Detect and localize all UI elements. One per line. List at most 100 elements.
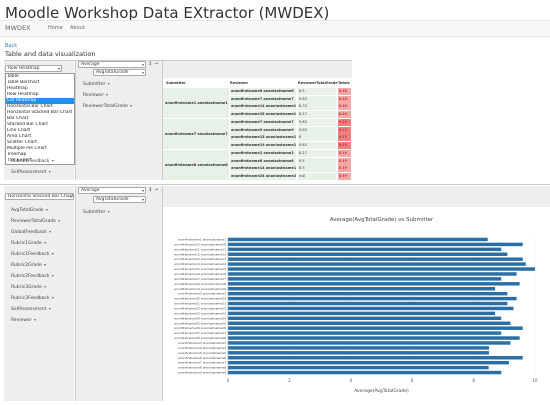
chevron-down-icon: ▾	[69, 194, 72, 199]
attribute-pill[interactable]: Reviewer ▾	[11, 317, 36, 323]
viz-type-select-1[interactable]: Row Heatmap ▾	[5, 65, 62, 72]
y-tick-label: anonfirstname8 anonlastname8	[178, 366, 226, 370]
dropdown-option[interactable]: Stacked Bar Chart	[7, 122, 48, 127]
y-tick-label: anonfirstname23 anonlastname23	[174, 311, 226, 315]
chevron-down-icon[interactable]: ▾	[47, 306, 51, 311]
navbar: MWDEX Home About	[0, 20, 550, 37]
dropdown-option[interactable]: Table Barchart	[7, 80, 40, 85]
bar	[228, 331, 502, 335]
y-tick-label: anonfirstname27 anonlastname27	[174, 331, 226, 335]
table-row: anonfirstname18 anonlastname18 8.17 8.46	[163, 110, 352, 118]
chevron-down-icon[interactable]: ▾	[42, 262, 47, 267]
dropdown-option[interactable]: Row Heatmap	[7, 92, 39, 97]
y-tick-label: anonfirstname6 anonlastname6	[178, 356, 226, 360]
pill-reviewertotalgrade[interactable]: ReviewerTotalGrade ▾	[83, 103, 133, 109]
pill-submitter-2[interactable]: Submitter ▾	[83, 209, 110, 215]
bar	[228, 336, 520, 340]
pill-rubric1feedback[interactable]: Rubric1Feedback ▾	[11, 158, 54, 164]
chevron-down-icon[interactable]: ▾	[106, 209, 110, 214]
bar	[228, 311, 496, 316]
chevron-down-icon[interactable]: ▾	[128, 103, 133, 108]
dropdown-option[interactable]: Col Heatmap	[6, 98, 74, 104]
chevron-down-icon[interactable]: ▾	[104, 92, 108, 97]
panel1-divider-1	[75, 60, 76, 180]
chevron-down-icon[interactable]: ▾	[47, 229, 52, 234]
dropdown-option[interactable]: Horizontal Bar Chart	[7, 104, 53, 109]
chevron-down-icon[interactable]: ▾	[106, 81, 110, 86]
viz-type-select-2[interactable]: Horizontal Stacked Bar Chart ▾	[5, 193, 74, 200]
agg-field-select-2[interactable]: AvgTotalGrade ▾	[93, 196, 146, 203]
viz-type-dropdown[interactable]: Table Table Barchart Heatmap Row Heatmap Col…	[5, 73, 75, 165]
chevron-down-icon[interactable]: ▾	[50, 158, 54, 163]
swap-icon[interactable]: ↕	[148, 61, 153, 67]
dropdown-option[interactable]: Area Chart	[7, 134, 32, 139]
attribute-pill[interactable]: GlobalFeedback ▾	[11, 229, 52, 235]
total-cell: 9.15	[338, 134, 351, 141]
dropdown-option[interactable]: Scatter Chart	[7, 140, 38, 145]
y-tick-label: anonfirstname2 anonlastname2	[178, 292, 226, 296]
dropdown-option[interactable]: Bar Chart	[7, 116, 29, 121]
nav-brand[interactable]: MWDEX	[5, 24, 31, 32]
reviewer-cell: anonfirstname18 anonlastname18	[230, 110, 296, 118]
bar	[228, 321, 511, 325]
dropdown-option[interactable]: Multiple Pie Chart	[7, 146, 47, 151]
grade-cell: 8.5	[298, 88, 336, 95]
attribute-pill[interactable]: Rubric1Grade ▾	[11, 240, 47, 246]
chevron-down-icon: ▾	[141, 62, 144, 67]
aggregator-select-2[interactable]: Average ▾	[78, 187, 146, 194]
dropdown-option[interactable]: TSV Export	[7, 158, 32, 163]
attribute-pill[interactable]: SelfAssessment ▾	[11, 306, 51, 312]
panel2-rows-column	[76, 186, 162, 401]
swap-icon[interactable]: ↕	[148, 187, 153, 193]
y-tick-label: anonfirstname4 anonlastname4	[178, 346, 226, 350]
sort-icon[interactable]: →	[154, 187, 159, 193]
chevron-down-icon[interactable]: ▾	[56, 218, 61, 223]
aggregator-select-1[interactable]: Average ▾	[78, 61, 146, 68]
pill-reviewer[interactable]: Reviewer ▾	[83, 92, 108, 98]
panel2-divider-1	[75, 186, 76, 401]
grade-cell: 8	[298, 134, 336, 141]
grade-cell: 9.5	[298, 157, 336, 165]
sort-icon[interactable]: →	[154, 61, 159, 67]
chevron-down-icon[interactable]: ▾	[44, 207, 48, 212]
grade-cell: 8.5	[298, 165, 336, 172]
dropdown-option[interactable]: Line Chart	[7, 128, 31, 133]
chevron-down-icon[interactable]: ▾	[42, 284, 47, 289]
chevron-down-icon[interactable]: ▾	[47, 169, 51, 174]
reviewer-cell: anonfirstname14 anonlastname14	[230, 165, 296, 172]
grade-cell: 9.83	[298, 141, 336, 149]
dropdown-option[interactable]: Horizontal Stacked Bar Chart	[7, 110, 73, 115]
bar	[228, 291, 508, 296]
attribute-pill[interactable]: Rubric3Grade ▾	[11, 284, 47, 290]
attribute-pill[interactable]: Rubric3Feedback ▾	[11, 295, 54, 301]
chevron-down-icon[interactable]: ▾	[32, 317, 36, 322]
attribute-pill[interactable]: Rubric2Feedback ▾	[11, 273, 54, 279]
dropdown-option[interactable]: Heatmap	[7, 86, 28, 91]
back-link[interactable]: Back	[5, 43, 18, 49]
attribute-pill[interactable]: AvgTotalGrade ▾	[11, 207, 48, 213]
panel1-cols-bar	[163, 60, 352, 78]
chevron-down-icon[interactable]: ▾	[50, 251, 54, 256]
nav-link-home[interactable]: Home	[48, 25, 63, 31]
chevron-down-icon[interactable]: ▾	[50, 273, 54, 278]
y-tick-label: anonfirstname20 anonlastname20	[174, 297, 226, 301]
agg-field-select-1[interactable]: AvgTotalGrade ▾	[93, 69, 146, 76]
nav-link-about[interactable]: About	[70, 25, 85, 31]
chevron-down-icon[interactable]: ▾	[50, 295, 54, 300]
chevron-down-icon[interactable]: ▾	[42, 240, 47, 245]
attribute-pill[interactable]: ReviewerTotalGrade ▾	[11, 218, 61, 224]
attribute-pill[interactable]: Rubric2Grade ▾	[11, 262, 47, 268]
pill-selfassessment[interactable]: SelfAssessment ▾	[11, 169, 51, 175]
y-tick-label: anonfirstname18 anonlastname18	[174, 282, 226, 286]
attribute-pill[interactable]: Rubric1Feedback ▾	[11, 251, 54, 257]
total-cell: 8.49	[338, 157, 351, 165]
pill-submitter[interactable]: Submitter ▾	[83, 81, 110, 87]
dropdown-option[interactable]: Treemap	[7, 152, 27, 157]
y-tick-label: anonfirstname9 anonlastname9	[178, 371, 226, 375]
dropdown-option[interactable]: Table	[7, 74, 19, 79]
chevron-down-icon: ▾	[57, 66, 60, 71]
chevron-down-icon: ▾	[141, 70, 144, 75]
table-row: anonfirstname7 anonlastname7 9.83 9.15	[163, 119, 352, 126]
col-header-reviewer: Reviewer	[230, 81, 249, 85]
bar	[228, 267, 535, 271]
